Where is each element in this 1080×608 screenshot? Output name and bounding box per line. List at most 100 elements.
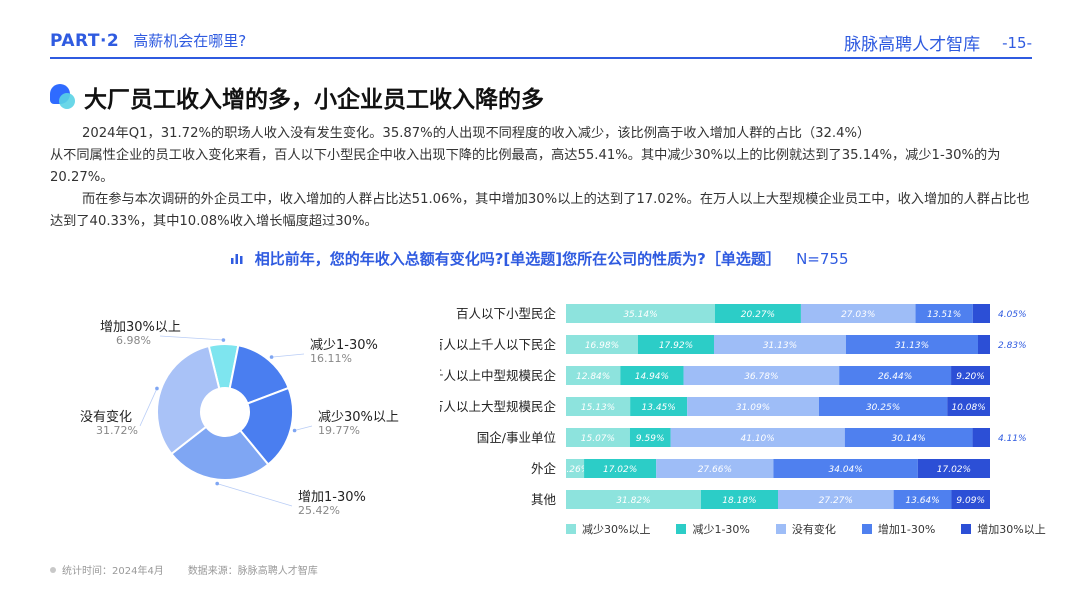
bar-segment [845, 335, 978, 354]
bar-segment [972, 304, 990, 323]
bar-value-label: 17.92% [659, 341, 693, 351]
bar-segment [683, 366, 840, 385]
question-text: 相比前年，您的年收入总额有变化吗?[单选题]您所在公司的性质为?［单选题］ [254, 250, 781, 268]
bar-value-label: 10.08% [951, 403, 985, 413]
pie-slice-value: 16.11% [310, 352, 352, 365]
category-label: 其他 [531, 492, 557, 507]
bar-chart-icon [231, 250, 243, 268]
pie-slice [156, 344, 221, 456]
header-left: PART·2 高薪机会在哪里? [50, 30, 246, 51]
bar-value-label: 30.25% [866, 403, 900, 413]
legend-item: 增加1-30% [861, 521, 936, 537]
header-divider [50, 57, 1032, 59]
bar-segment [713, 335, 846, 354]
pie-leader-dot [269, 355, 274, 359]
bar-value-label: 17.02% [603, 465, 637, 475]
legend-label: 增加30%以上 [977, 523, 1046, 536]
pie-leader-line [139, 388, 158, 427]
bar-value-label: 31.13% [763, 341, 797, 351]
category-label: 百人以上千人以下民企 [440, 337, 556, 352]
category-label: 外企 [531, 461, 557, 476]
footer-time: 统计时间：2024年4月 [62, 566, 164, 577]
category-label: 千人以上中型规模民企 [440, 368, 556, 383]
pie-slice [170, 425, 270, 481]
bar-segment [566, 366, 621, 385]
bar-segment [977, 335, 990, 354]
pie-slice-label: 没有变化 [80, 410, 133, 425]
bar-value-label: 18.18% [722, 496, 756, 506]
bar-segment [800, 304, 916, 323]
bar-value-label: 13.64% [905, 496, 939, 506]
legend-item: 增加30%以上 [961, 521, 1046, 537]
pie-slice-value: 25.42% [298, 504, 340, 517]
pie-leader-dot [221, 338, 226, 342]
paragraph-1: 2024年Q1，31.72%的职场人收入没有发生变化。35.87%的人出现不同程… [82, 126, 871, 141]
bar-segment [566, 490, 701, 509]
legend-swatch [676, 524, 687, 534]
bar-segment [670, 428, 845, 447]
bar-value-label: 31.09% [736, 403, 770, 413]
bar-value-label: 27.27% [819, 496, 853, 506]
bar-value-label: 16.98% [585, 341, 619, 351]
bar-value-label: 20.27% [741, 310, 775, 320]
stacked-bar-chart: 百人以下小型民企 35.14% 20.27% 27.03% 13.51% 4.05% 百人以… [440, 304, 1027, 509]
pie-leader-line [294, 425, 313, 431]
pie-leader-dot [215, 481, 219, 486]
pie-slice-label: 增加1-30% [298, 490, 366, 505]
pie-slice-label: 减少1-30% [310, 338, 378, 353]
bar-segment [656, 459, 774, 478]
bar-value-label: 31.13% [895, 341, 929, 351]
bar-value-label: 15.07% [581, 434, 615, 444]
bar-segment [947, 397, 990, 416]
bar-segment [972, 428, 990, 447]
bar-value-label: 34.04% [829, 465, 863, 475]
footer-dot [50, 566, 56, 573]
footer: 统计时间：2024年4月 数据来源：脉脉高聘人才智库 [50, 562, 318, 577]
paragraph-2: 从不同属性企业的员工收入变化来看，百人以下小型民企中收入出现下降的比例最高，高达… [50, 148, 1001, 185]
pie-slice-value: 19.77% [318, 424, 360, 437]
bar-value-label: 4.26% [561, 465, 590, 475]
category-label: 国企/事业单位 [477, 430, 556, 445]
legend-swatch [775, 524, 786, 534]
bar-value-label: 17.02% [937, 465, 971, 475]
page-title: 大厂员工收入增的多，小企业员工收入降的多 [84, 87, 544, 113]
bar-segment [629, 428, 671, 447]
bar-value-label: 36.78% [744, 372, 778, 382]
pie-slice-label: 增加30%以上 [100, 320, 181, 335]
bar-segment [620, 366, 684, 385]
legend-item: 没有变化 [775, 521, 836, 537]
bar-segment [566, 335, 639, 354]
bar-value-label: 27.03% [841, 310, 875, 320]
question-line: 相比前年，您的年收入总额有变化吗?[单选题]您所在公司的性质为?［单选题］ N=… [0, 248, 1080, 269]
pie-leader-line [271, 353, 305, 358]
bar-segment [917, 459, 990, 478]
bar-segment [951, 490, 990, 509]
bar-value-label: 31.82% [616, 496, 650, 506]
bar-segment [638, 335, 714, 354]
bar-value-label: 13.51% [927, 310, 961, 320]
bar-value-label: 9.59% [636, 434, 665, 444]
bar-segment [630, 397, 688, 416]
bubble-icon [50, 84, 76, 110]
pie-slice-value: 6.98% [116, 334, 151, 347]
bar-segment [687, 397, 820, 416]
bar-value-label: 26.44% [878, 372, 912, 382]
legend-swatch [961, 524, 972, 534]
bar-segment [700, 490, 778, 509]
bar-segment [566, 428, 630, 447]
pie-leader-line [217, 483, 293, 507]
bar-value-label: 4.05% [998, 310, 1027, 320]
bar-segment [773, 459, 918, 478]
bar-segment [819, 397, 948, 416]
category-label: 万人以上大型规模民企 [440, 399, 556, 414]
pie-slice [228, 344, 290, 405]
bar-legend: 减少30%以上 减少1-30% 没有变化 增加1-30% 增加30%以上 [566, 521, 1046, 537]
bar-value-label: 27.66% [698, 465, 732, 475]
bar-segment [566, 397, 631, 416]
legend-item: 减少1-30% [676, 521, 750, 537]
bar-value-label: 9.20% [956, 372, 985, 382]
bar-segment [714, 304, 801, 323]
legend-label: 没有变化 [791, 523, 836, 536]
bar-value-label: 2.83% [998, 341, 1027, 351]
legend-label: 增加1-30% [877, 523, 936, 536]
